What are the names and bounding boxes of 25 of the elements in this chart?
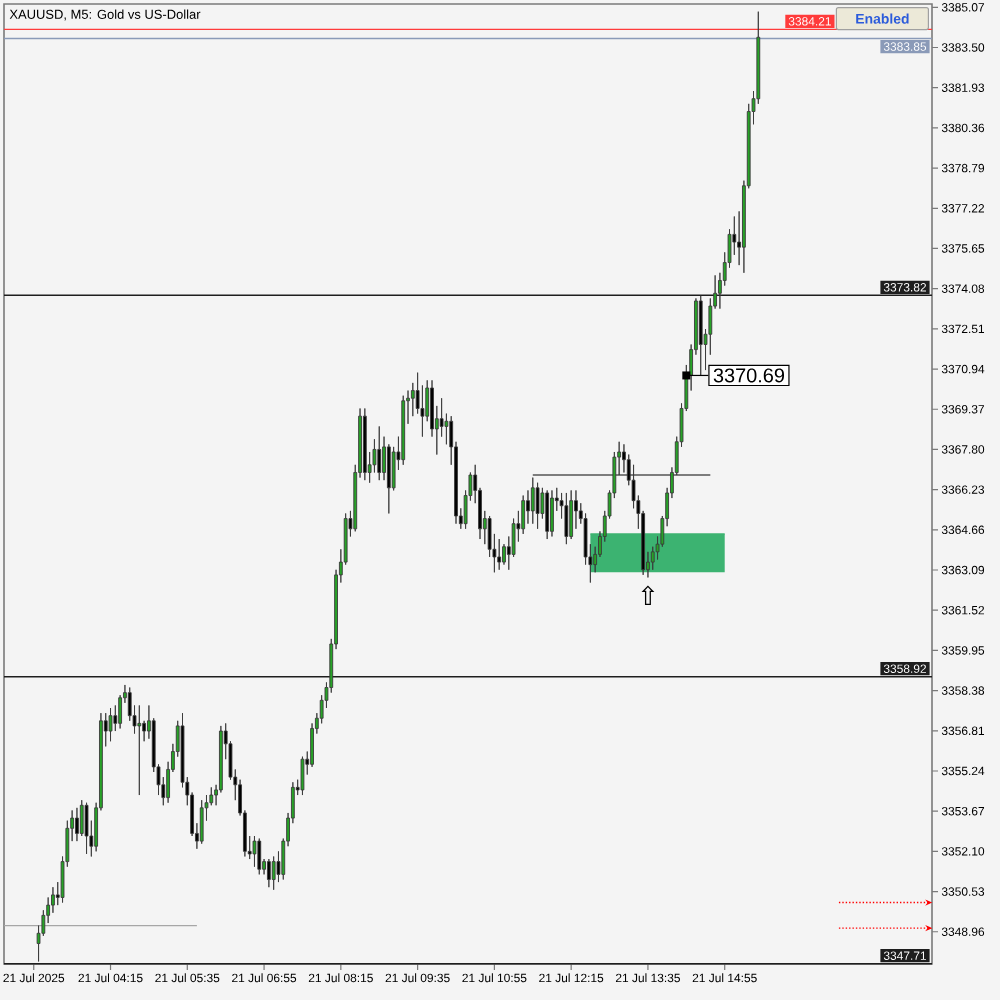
candlestick [535,482,540,530]
candlestick [84,802,89,855]
candlestick [137,704,142,796]
candlestick [401,395,406,466]
candlestick [545,489,550,540]
candlestick [502,543,506,566]
candlestick [497,538,502,571]
candlestick [362,408,367,481]
candlestick [564,492,569,545]
annotation: ⇧ [641,585,655,606]
candlestick [271,856,276,891]
candlestick [377,425,382,481]
candlestick [199,799,204,845]
candlestick [569,489,574,540]
candlestick [266,858,271,888]
candlestick [386,443,391,514]
candlestick [108,707,113,742]
candlestick [75,807,79,842]
candlestick [550,489,554,537]
candlestick [257,838,262,875]
candlestick [521,495,526,535]
candlestick [530,477,535,525]
candlestick [300,756,305,796]
candlestick [252,835,257,868]
annotation: 3370.69 [713,368,785,383]
